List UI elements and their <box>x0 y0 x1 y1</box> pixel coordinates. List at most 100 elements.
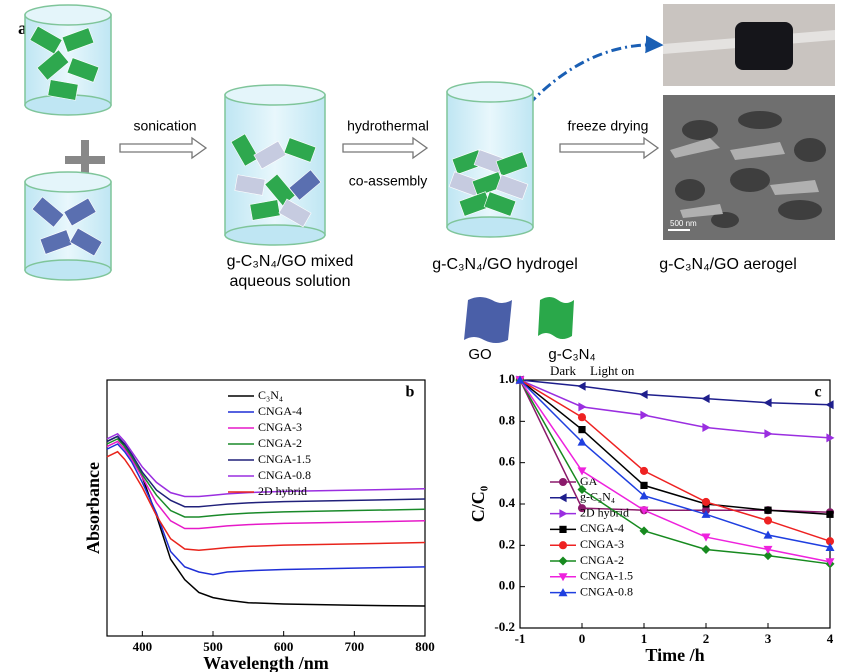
marker <box>763 516 773 525</box>
y-tick-label: -0.2 <box>494 619 515 634</box>
legend-marker <box>558 477 568 487</box>
beaker-top <box>24 4 112 26</box>
marker <box>639 506 649 515</box>
marker <box>701 509 711 518</box>
dash-arrow <box>478 35 664 169</box>
series-line <box>106 432 426 498</box>
sheets <box>670 138 819 218</box>
marker <box>640 481 648 489</box>
marker <box>763 530 773 539</box>
sheet <box>249 199 281 221</box>
marker <box>640 410 649 420</box>
y-tick-label: 0.6 <box>499 454 516 469</box>
legend-label: CNGA-4 <box>580 521 624 535</box>
legend-marker <box>559 525 567 533</box>
sheet <box>61 27 95 53</box>
arrows <box>119 136 660 160</box>
sheet <box>278 198 312 228</box>
beaker-bottom <box>24 259 112 281</box>
marker <box>763 545 773 554</box>
legend-label: GO <box>468 346 491 363</box>
series-line <box>519 379 831 549</box>
pores <box>675 111 826 228</box>
y-tick-label: 0.0 <box>499 578 515 593</box>
series-line <box>519 379 831 563</box>
y-tick-label: 1.0 <box>499 371 515 386</box>
x-tick-label: 700 <box>345 639 365 654</box>
legend-label: CNGA-1.5 <box>258 452 311 466</box>
y-tick-label: 0.2 <box>499 536 515 551</box>
arrow-label: sonication <box>133 118 196 134</box>
legend-label: g-C₃N₄ <box>580 490 615 504</box>
series-line <box>519 379 831 406</box>
x-tick-label: 3 <box>765 631 772 646</box>
legend-label: CNGA-1.5 <box>580 569 633 583</box>
sheet <box>39 229 73 255</box>
plot-frame <box>106 379 426 637</box>
x-tick-label: 1 <box>641 631 648 646</box>
marker <box>826 510 834 518</box>
scale-label: 500 nm <box>670 219 697 228</box>
marker <box>577 437 587 446</box>
marker <box>701 497 711 506</box>
sheet <box>47 79 79 101</box>
go-icon <box>464 297 512 343</box>
marker <box>578 426 586 434</box>
marker <box>577 504 587 513</box>
y-axis-label: C/C₀ <box>468 486 488 522</box>
x-tick-label: 800 <box>415 639 435 654</box>
x-axis-label: Wavelength /nm <box>203 653 329 672</box>
beaker-top <box>446 81 534 103</box>
sheet <box>36 49 70 81</box>
legend-marker <box>559 509 568 519</box>
legend-label: CNGA-2 <box>258 436 302 450</box>
marker <box>702 423 711 433</box>
marker <box>825 400 834 410</box>
panel-label: a <box>18 18 27 38</box>
marker <box>763 398 772 408</box>
legend-marker <box>558 588 568 597</box>
marker <box>701 394 710 404</box>
legend-marker <box>558 556 568 566</box>
legend-label: 2D hybrid <box>580 505 629 519</box>
sheet <box>29 25 63 55</box>
arrow-label: freeze drying <box>568 118 649 134</box>
y-tick-label: 0.8 <box>499 412 516 427</box>
beaker-bottom <box>446 216 534 238</box>
series-line <box>106 435 426 508</box>
marker <box>639 491 649 500</box>
legend-label: CNGA-4 <box>258 404 302 418</box>
marker <box>825 558 835 567</box>
beaker-body <box>24 181 112 271</box>
sheet <box>495 174 529 200</box>
aerogel <box>735 22 793 70</box>
marker <box>639 389 648 399</box>
legend-marker <box>558 493 567 503</box>
x-tick-label: 2 <box>703 631 710 646</box>
x-tick-label: 400 <box>133 639 153 654</box>
sheet <box>66 57 100 83</box>
beaker <box>224 84 326 246</box>
sheet <box>495 151 529 177</box>
series-line <box>519 379 831 516</box>
marker <box>764 506 772 514</box>
sheet <box>283 137 317 163</box>
chart-b: 400 500 600 700 800 Wavelength /nm Absorbance b… <box>83 379 435 672</box>
x-tick-label: 600 <box>274 639 294 654</box>
caption: g-C₃N₄/GO hydrogel <box>432 256 578 273</box>
caption: g-C₃N₄/GO mixed <box>227 253 354 270</box>
sheet <box>288 169 322 201</box>
x-axis-label: Time /h <box>645 645 704 665</box>
sheet <box>234 174 266 196</box>
series-line <box>519 379 831 542</box>
marker <box>577 485 587 495</box>
annotation: Light on <box>590 363 635 378</box>
caption: aqueous solution <box>230 273 351 290</box>
marker <box>825 537 835 546</box>
sheet <box>69 227 103 257</box>
legend-marker <box>558 573 568 582</box>
series-line <box>106 440 426 530</box>
legend-label: g-C₃N₄ <box>548 346 595 363</box>
